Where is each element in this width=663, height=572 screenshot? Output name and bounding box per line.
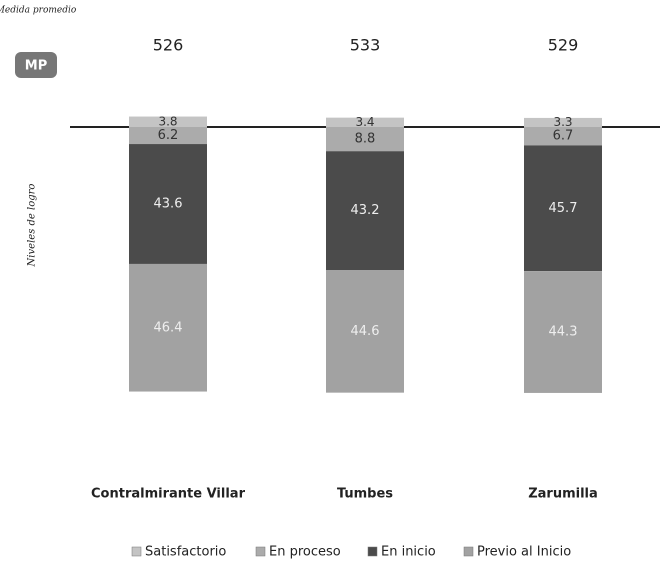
data-label: 45.7 bbox=[549, 201, 578, 216]
data-label: 3.3 bbox=[553, 115, 572, 129]
average-value: 529 bbox=[548, 36, 579, 55]
legend-label: Previo al Inicio bbox=[477, 545, 571, 560]
legend-swatch bbox=[463, 546, 474, 557]
data-label: 3.8 bbox=[158, 114, 177, 128]
bar-segment bbox=[524, 145, 602, 272]
legend-swatch bbox=[255, 546, 266, 557]
x-tick-label: Zarumilla bbox=[528, 487, 598, 502]
y-axis-label: Niveles de logro bbox=[27, 184, 38, 268]
bar-segment bbox=[524, 117, 602, 127]
bar-segment bbox=[326, 117, 404, 127]
average-value: 526 bbox=[153, 36, 184, 55]
bar-segment bbox=[129, 116, 207, 127]
bar-segment bbox=[129, 144, 207, 264]
average-value: 533 bbox=[350, 36, 381, 55]
bar-segment bbox=[524, 271, 602, 393]
legend-label: En inicio bbox=[381, 545, 436, 560]
legend-label: En proceso bbox=[269, 545, 341, 560]
legend-label: Satisfactorio bbox=[145, 545, 226, 560]
average-label: Medida promedio bbox=[0, 6, 77, 16]
data-label: 46.4 bbox=[154, 320, 183, 335]
bar-segment bbox=[326, 127, 404, 152]
legend-swatch bbox=[131, 546, 142, 557]
average-badge: MP bbox=[25, 59, 47, 74]
data-label: 43.2 bbox=[351, 203, 380, 218]
legend-swatch bbox=[367, 546, 378, 557]
data-label: 6.2 bbox=[158, 128, 179, 143]
x-tick-label: Contralmirante Villar bbox=[91, 487, 246, 502]
bar-segment bbox=[326, 151, 404, 270]
bar-segment bbox=[129, 263, 207, 392]
bar-segment bbox=[326, 270, 404, 393]
data-label: 3.4 bbox=[355, 115, 374, 129]
data-label: 44.6 bbox=[351, 324, 380, 339]
data-label: 8.8 bbox=[355, 132, 376, 147]
data-label: 6.7 bbox=[553, 129, 574, 144]
average-badge-box bbox=[15, 52, 57, 78]
bar-segment bbox=[129, 127, 207, 145]
bar-segment bbox=[524, 127, 602, 146]
data-label: 44.3 bbox=[549, 325, 578, 340]
data-label: 43.6 bbox=[154, 197, 183, 212]
x-tick-label: Tumbes bbox=[337, 487, 393, 502]
